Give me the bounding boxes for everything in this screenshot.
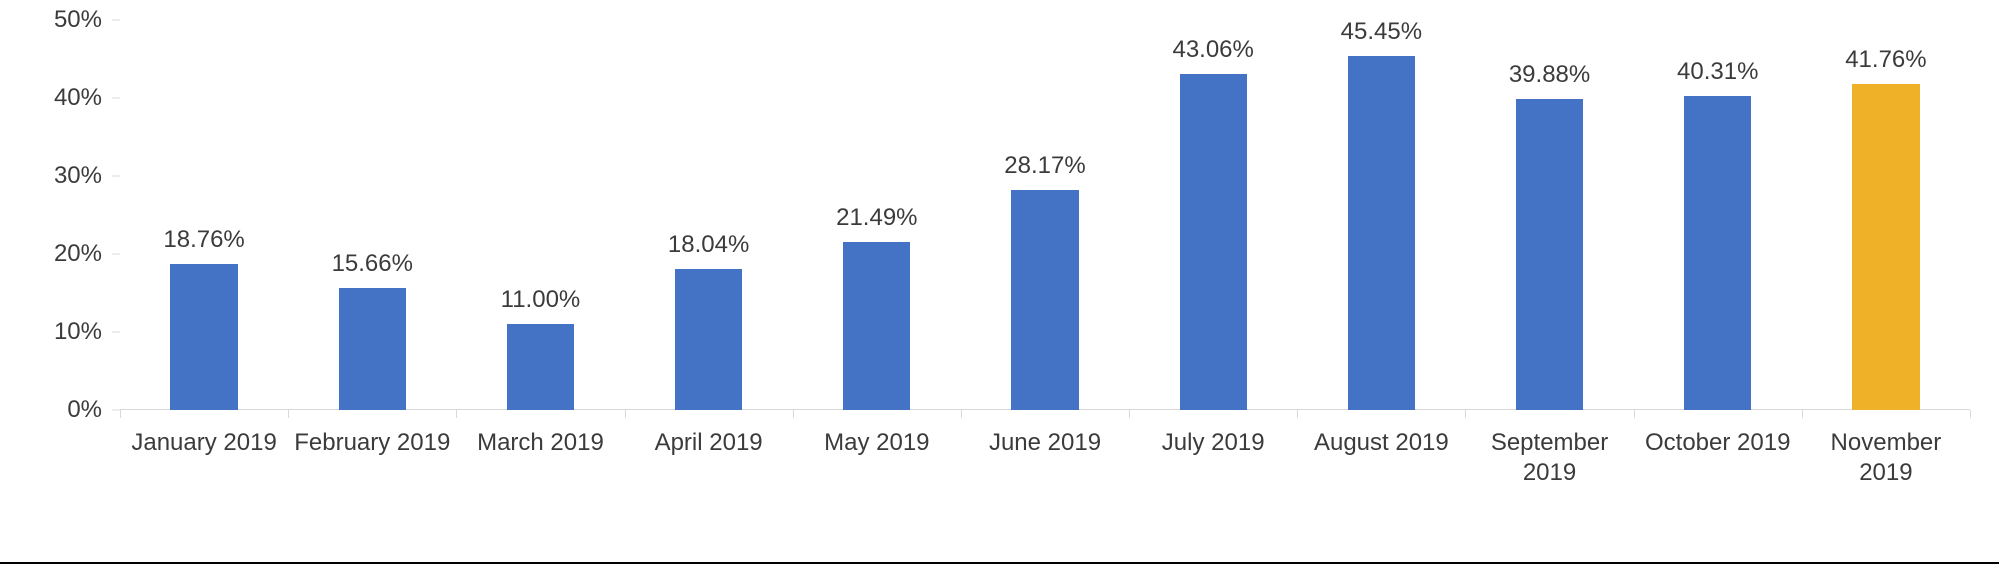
x-category-label: November 2019 xyxy=(1806,428,1966,488)
x-tick-mark xyxy=(1802,410,1803,418)
x-tick-mark xyxy=(961,410,962,418)
x-tick-mark xyxy=(625,410,626,418)
x-tick-mark xyxy=(793,410,794,418)
bar xyxy=(675,269,742,410)
x-tick-mark xyxy=(1129,410,1130,418)
y-tick-label: 40% xyxy=(54,84,102,112)
x-category-label: April 2019 xyxy=(629,428,789,458)
bar xyxy=(1011,190,1078,410)
x-category-label: May 2019 xyxy=(797,428,957,458)
x-category-label: June 2019 xyxy=(965,428,1125,458)
x-tick-mark xyxy=(1465,410,1466,418)
bar-value-label: 45.45% xyxy=(1341,18,1422,46)
y-tick-label: 10% xyxy=(54,318,102,346)
y-tick-label: 30% xyxy=(54,162,102,190)
x-category-label: August 2019 xyxy=(1301,428,1461,458)
x-category-label: October 2019 xyxy=(1638,428,1798,458)
y-tick-mark xyxy=(112,176,120,177)
bar-value-label: 41.76% xyxy=(1845,46,1926,74)
bar xyxy=(339,288,406,410)
bar-chart: 18.76% January 2019 15.66% February 2019 11.… xyxy=(0,0,1999,565)
x-tick-mark xyxy=(1297,410,1298,418)
bar xyxy=(1684,96,1751,410)
y-tick-label: 50% xyxy=(54,6,102,34)
y-tick-mark xyxy=(112,410,120,411)
bar-value-label: 40.31% xyxy=(1677,58,1758,86)
y-tick-mark xyxy=(112,20,120,21)
y-tick-mark xyxy=(112,254,120,255)
y-tick-mark xyxy=(112,332,120,333)
bar-value-label: 39.88% xyxy=(1509,61,1590,89)
x-category-label: September 2019 xyxy=(1470,428,1630,488)
x-category-label: July 2019 xyxy=(1133,428,1293,458)
x-category-label: February 2019 xyxy=(292,428,452,458)
bottom-border xyxy=(0,562,1999,564)
bar xyxy=(507,324,574,410)
x-tick-mark xyxy=(120,410,121,418)
bar-value-label: 28.17% xyxy=(1004,152,1085,180)
bar xyxy=(170,264,237,410)
y-tick-mark xyxy=(112,98,120,99)
y-tick-label: 20% xyxy=(54,240,102,268)
x-category-label: January 2019 xyxy=(124,428,284,458)
bar-value-label: 21.49% xyxy=(836,204,917,232)
x-tick-mark xyxy=(1970,410,1971,418)
bar-value-label: 43.06% xyxy=(1172,36,1253,64)
bar xyxy=(1852,84,1919,410)
bar xyxy=(1180,74,1247,410)
bar xyxy=(1516,99,1583,410)
bar-value-label: 11.00% xyxy=(501,286,581,314)
bar-value-label: 15.66% xyxy=(332,250,413,278)
bar-value-label: 18.76% xyxy=(163,226,244,254)
bar-value-label: 18.04% xyxy=(668,231,749,259)
x-tick-mark xyxy=(456,410,457,418)
x-tick-mark xyxy=(288,410,289,418)
x-tick-mark xyxy=(1634,410,1635,418)
y-axis: 0%10%20%30%40%50% xyxy=(0,20,120,410)
bar xyxy=(843,242,910,410)
bar xyxy=(1348,56,1415,411)
x-category-label: March 2019 xyxy=(460,428,620,458)
plot-area: 18.76%January 201915.66%February 201911.… xyxy=(120,20,1970,410)
y-tick-label: 0% xyxy=(67,396,102,424)
